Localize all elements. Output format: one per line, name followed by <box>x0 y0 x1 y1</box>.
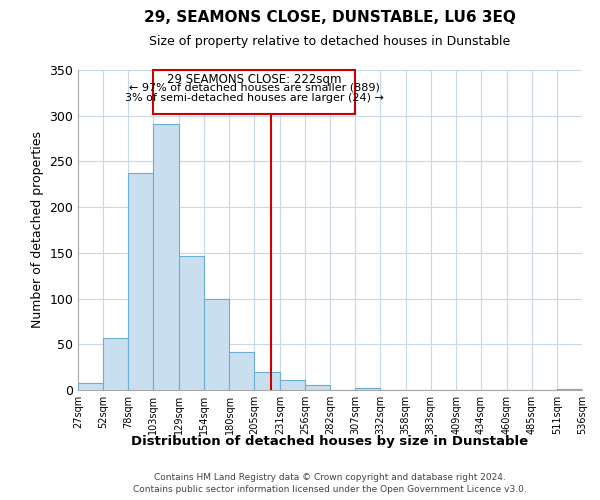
Text: ← 97% of detached houses are smaller (889): ← 97% of detached houses are smaller (88… <box>129 83 380 93</box>
Bar <box>103 338 128 390</box>
Bar <box>204 298 229 390</box>
Bar <box>557 389 582 390</box>
Bar <box>128 174 153 390</box>
Text: Contains HM Land Registry data © Crown copyright and database right 2024.: Contains HM Land Registry data © Crown c… <box>154 472 506 482</box>
Text: 29 SEAMONS CLOSE: 222sqm: 29 SEAMONS CLOSE: 222sqm <box>167 72 341 86</box>
Bar <box>254 372 280 390</box>
Text: 29, SEAMONS CLOSE, DUNSTABLE, LU6 3EQ: 29, SEAMONS CLOSE, DUNSTABLE, LU6 3EQ <box>144 10 516 25</box>
Bar <box>280 380 305 390</box>
Bar <box>355 388 380 390</box>
Bar <box>229 352 254 390</box>
Text: Size of property relative to detached houses in Dunstable: Size of property relative to detached ho… <box>149 35 511 48</box>
Bar <box>305 386 331 390</box>
Bar <box>179 256 204 390</box>
Text: Contains public sector information licensed under the Open Government Licence v3: Contains public sector information licen… <box>133 485 527 494</box>
Text: Distribution of detached houses by size in Dunstable: Distribution of detached houses by size … <box>131 435 529 448</box>
Text: 3% of semi-detached houses are larger (24) →: 3% of semi-detached houses are larger (2… <box>125 93 383 103</box>
FancyBboxPatch shape <box>153 70 355 114</box>
Y-axis label: Number of detached properties: Number of detached properties <box>31 132 44 328</box>
Bar <box>153 124 179 390</box>
Bar <box>78 382 103 390</box>
